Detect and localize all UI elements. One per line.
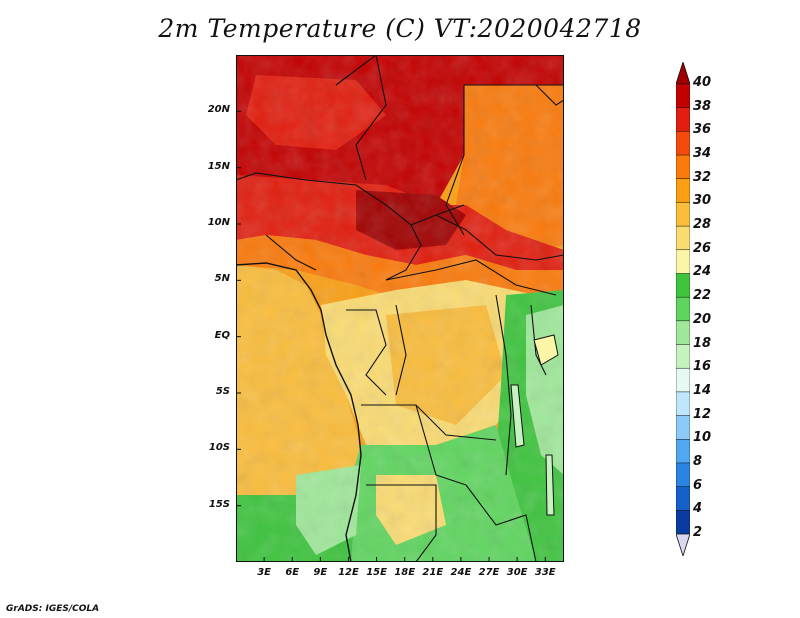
lake-malawi (545, 454, 555, 516)
lat-label: 10N (207, 217, 230, 228)
colorbar-block (676, 344, 690, 369)
lon-label: 21E (422, 567, 444, 578)
colorbar-label: 12 (693, 406, 712, 422)
colorbar-block (676, 415, 690, 440)
map-ticks (236, 110, 546, 562)
colorbar-arrow-top (676, 62, 690, 85)
colorbar-block (676, 83, 690, 109)
colorbar-label: 40 (693, 75, 712, 90)
map-texture (236, 55, 564, 562)
colorbar-block (676, 273, 690, 298)
lon-label: 30E (506, 567, 528, 578)
colorbar-block (676, 462, 690, 488)
colorbar-label: 6 (693, 477, 703, 493)
colorbar-label: 26 (693, 240, 712, 256)
colorbar-label: 38 (693, 98, 712, 114)
lon-label: 9E (313, 567, 328, 578)
colorbar-block (676, 391, 690, 417)
colorbar-label: 18 (693, 335, 712, 351)
colorbar-label: 22 (693, 288, 712, 304)
lake-tanganyika (510, 384, 525, 448)
lat-label: 20N (207, 104, 230, 116)
map-frame (236, 55, 564, 562)
colorbar-label: 32 (693, 169, 712, 185)
lat-label: 15S (208, 498, 230, 510)
colorbar-block (676, 486, 690, 511)
colorbar-label: 34 (693, 146, 712, 162)
lon-label: 18E (394, 567, 416, 578)
colorbar-label: 10 (693, 430, 712, 446)
country-borders (235, 54, 565, 563)
colorbar-label: 24 (693, 264, 712, 280)
colorbar-block (676, 439, 690, 464)
colorbar-label: 28 (693, 217, 712, 233)
colorbar-label: 8 (693, 453, 703, 469)
lake-victoria (533, 334, 559, 366)
chart-title: 2m Temperature (C) VT:2020042718 (158, 14, 642, 43)
lon-label: 12E (338, 567, 359, 578)
map-svg (235, 54, 565, 563)
colorbar-block (676, 320, 690, 346)
lon-label: 27E (478, 567, 500, 578)
lon-label: 33E (534, 567, 556, 578)
colorbar-label: 36 (693, 122, 712, 138)
grads-credit: GrADS: IGES/COLA (6, 604, 100, 614)
lon-label: 15E (366, 567, 387, 578)
lon-label: 6E (285, 567, 300, 578)
colorbar-label: 20 (693, 311, 712, 327)
colorbar-block (676, 178, 690, 203)
lat-label: 5S (215, 386, 230, 397)
colorbar-arrow-bottom (676, 533, 690, 556)
lat-label: 5N (214, 273, 230, 285)
colorbar-label: 4 (693, 501, 703, 517)
lon-label: 3E (257, 567, 271, 578)
colorbar-block (676, 249, 690, 275)
lat-label: 15N (207, 160, 230, 172)
colorbar-block (676, 131, 690, 156)
colorbar-block (676, 202, 690, 227)
colorbar-label: 14 (693, 382, 712, 398)
colorbar-label: 30 (693, 193, 712, 209)
colorbar-label: 2 (693, 525, 703, 540)
colorbar-block (676, 154, 690, 180)
temperature-map (235, 54, 565, 563)
lon-label: 24E (450, 567, 472, 578)
colorbar-label: 16 (693, 359, 712, 375)
coastlines (235, 262, 362, 563)
colorbar (676, 62, 690, 556)
colorbar-block (676, 225, 690, 251)
colorbar-block (676, 296, 690, 322)
colorbar-block (676, 367, 690, 393)
lat-label: EQ (214, 329, 230, 341)
colorbar-block (676, 510, 690, 535)
lat-label: 10S (208, 442, 230, 454)
colorbar-block (676, 107, 690, 132)
